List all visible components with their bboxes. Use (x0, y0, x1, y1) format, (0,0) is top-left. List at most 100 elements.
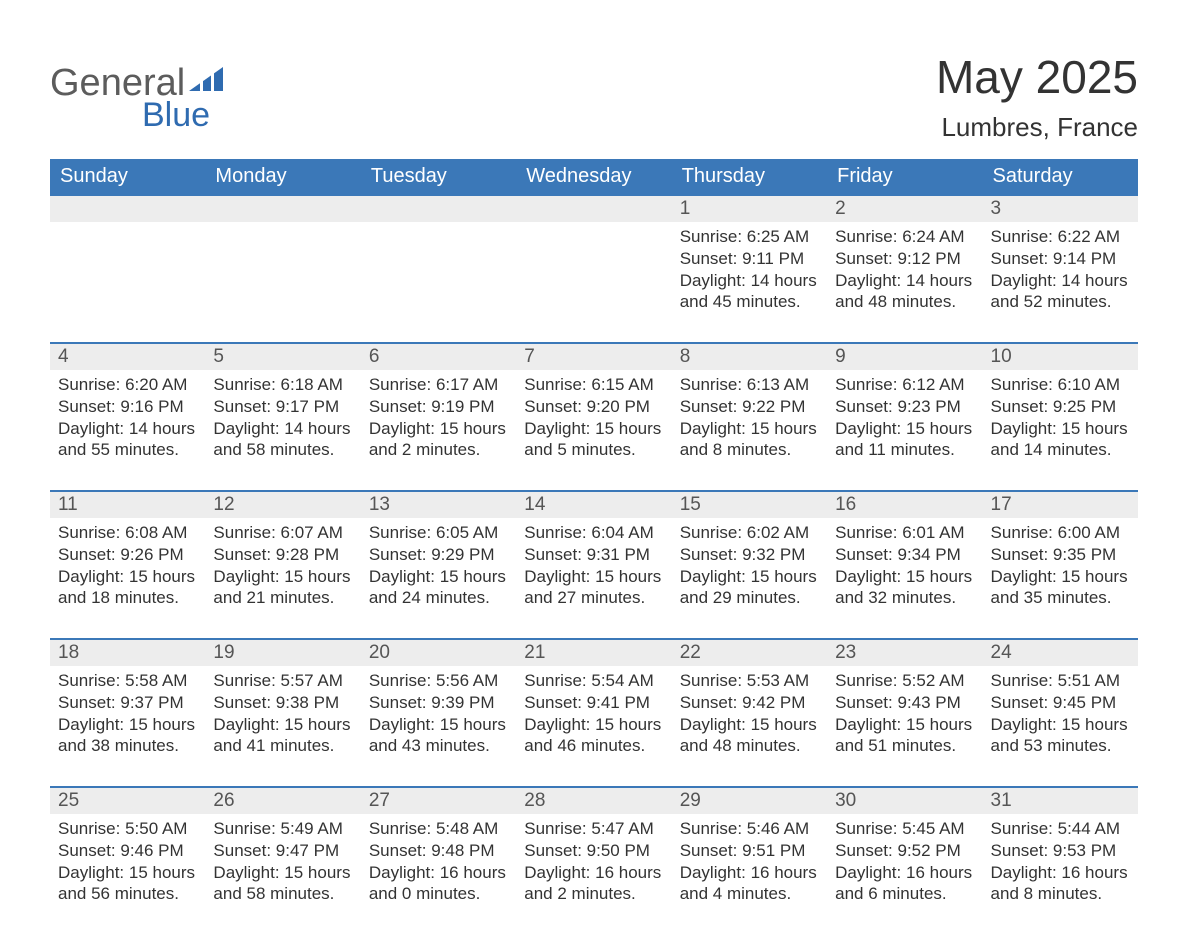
sunrise-value: 5:54 AM (591, 671, 653, 690)
calendar-cell: 16Sunrise: 6:01 AMSunset: 9:34 PMDayligh… (827, 490, 982, 638)
sunrise-value: 6:04 AM (591, 523, 653, 542)
sunset-label: Sunset: (835, 545, 897, 564)
sunset-line: Sunset: 9:20 PM (524, 396, 663, 418)
daylight-line: Daylight: 14 hours and 55 minutes. (58, 418, 197, 462)
sunrise-line: Sunrise: 6:24 AM (835, 226, 974, 248)
calendar-table: SundayMondayTuesdayWednesdayThursdayFrid… (50, 159, 1138, 934)
day-number: 24 (983, 638, 1138, 666)
daylight-line: Daylight: 14 hours and 52 minutes. (991, 270, 1130, 314)
day-body: Sunrise: 6:12 AMSunset: 9:23 PMDaylight:… (827, 370, 982, 467)
sunrise-label: Sunrise: (835, 227, 902, 246)
sunset-label: Sunset: (680, 693, 742, 712)
calendar-cell (516, 194, 671, 342)
daylight-line: Daylight: 15 hours and 18 minutes. (58, 566, 197, 610)
logo-word2: Blue (50, 98, 223, 132)
sunrise-value: 6:00 AM (1058, 523, 1120, 542)
day-number: 29 (672, 786, 827, 814)
sunset-value: 9:16 PM (120, 397, 183, 416)
daylight-line: Daylight: 15 hours and 35 minutes. (991, 566, 1130, 610)
sunset-line: Sunset: 9:41 PM (524, 692, 663, 714)
day-body: Sunrise: 6:22 AMSunset: 9:14 PMDaylight:… (983, 222, 1138, 319)
sunset-label: Sunset: (213, 545, 275, 564)
sunset-value: 9:45 PM (1053, 693, 1116, 712)
sunrise-line: Sunrise: 6:20 AM (58, 374, 197, 396)
calendar-cell: 25Sunrise: 5:50 AMSunset: 9:46 PMDayligh… (50, 786, 205, 934)
empty-day-bar (205, 194, 360, 222)
sunset-label: Sunset: (213, 841, 275, 860)
daylight-label: Daylight: (835, 863, 906, 882)
day-number: 1 (672, 194, 827, 222)
sunrise-line: Sunrise: 5:56 AM (369, 670, 508, 692)
sunrise-value: 5:52 AM (902, 671, 964, 690)
sunset-value: 9:38 PM (276, 693, 339, 712)
calendar-cell: 10Sunrise: 6:10 AMSunset: 9:25 PMDayligh… (983, 342, 1138, 490)
sunrise-label: Sunrise: (369, 523, 436, 542)
sunset-line: Sunset: 9:19 PM (369, 396, 508, 418)
sunrise-label: Sunrise: (369, 375, 436, 394)
sunrise-line: Sunrise: 5:47 AM (524, 818, 663, 840)
day-number: 3 (983, 194, 1138, 222)
sunrise-value: 5:46 AM (747, 819, 809, 838)
sunrise-label: Sunrise: (213, 819, 280, 838)
sunset-line: Sunset: 9:17 PM (213, 396, 352, 418)
sunrise-value: 5:56 AM (436, 671, 498, 690)
empty-day-bar (50, 194, 205, 222)
sunrise-line: Sunrise: 5:50 AM (58, 818, 197, 840)
day-number: 16 (827, 490, 982, 518)
sunset-line: Sunset: 9:35 PM (991, 544, 1130, 566)
sunset-value: 9:47 PM (276, 841, 339, 860)
sunset-label: Sunset: (58, 693, 120, 712)
sunrise-line: Sunrise: 6:02 AM (680, 522, 819, 544)
sunset-value: 9:37 PM (120, 693, 183, 712)
daylight-line: Daylight: 15 hours and 14 minutes. (991, 418, 1130, 462)
sunrise-value: 6:24 AM (902, 227, 964, 246)
sunrise-label: Sunrise: (680, 227, 747, 246)
sunset-value: 9:32 PM (742, 545, 805, 564)
daylight-label: Daylight: (835, 715, 906, 734)
day-body: Sunrise: 5:56 AMSunset: 9:39 PMDaylight:… (361, 666, 516, 763)
sunrise-line: Sunrise: 5:45 AM (835, 818, 974, 840)
calendar-cell: 14Sunrise: 6:04 AMSunset: 9:31 PMDayligh… (516, 490, 671, 638)
daylight-line: Daylight: 15 hours and 8 minutes. (680, 418, 819, 462)
daylight-line: Daylight: 15 hours and 48 minutes. (680, 714, 819, 758)
daylight-line: Daylight: 15 hours and 58 minutes. (213, 862, 352, 906)
sunset-line: Sunset: 9:43 PM (835, 692, 974, 714)
sunset-line: Sunset: 9:29 PM (369, 544, 508, 566)
daylight-label: Daylight: (680, 715, 751, 734)
day-body: Sunrise: 6:17 AMSunset: 9:19 PMDaylight:… (361, 370, 516, 467)
sunrise-value: 6:01 AM (902, 523, 964, 542)
sunrise-label: Sunrise: (524, 375, 591, 394)
calendar-cell (205, 194, 360, 342)
sunset-label: Sunset: (680, 841, 742, 860)
day-number: 11 (50, 490, 205, 518)
daylight-line: Daylight: 16 hours and 4 minutes. (680, 862, 819, 906)
calendar-cell (50, 194, 205, 342)
sunset-line: Sunset: 9:53 PM (991, 840, 1130, 862)
sunset-line: Sunset: 9:46 PM (58, 840, 197, 862)
day-body: Sunrise: 5:48 AMSunset: 9:48 PMDaylight:… (361, 814, 516, 911)
daylight-label: Daylight: (213, 715, 284, 734)
sunrise-line: Sunrise: 6:08 AM (58, 522, 197, 544)
sunset-label: Sunset: (58, 545, 120, 564)
sunset-value: 9:29 PM (431, 545, 494, 564)
calendar-cell: 1Sunrise: 6:25 AMSunset: 9:11 PMDaylight… (672, 194, 827, 342)
sunset-line: Sunset: 9:45 PM (991, 692, 1130, 714)
sunrise-value: 6:08 AM (125, 523, 187, 542)
day-body: Sunrise: 6:07 AMSunset: 9:28 PMDaylight:… (205, 518, 360, 615)
sunrise-line: Sunrise: 6:10 AM (991, 374, 1130, 396)
sunset-label: Sunset: (991, 693, 1053, 712)
daylight-label: Daylight: (524, 715, 595, 734)
day-number: 18 (50, 638, 205, 666)
daylight-label: Daylight: (58, 567, 129, 586)
calendar-cell: 18Sunrise: 5:58 AMSunset: 9:37 PMDayligh… (50, 638, 205, 786)
page-title: May 2025 (936, 50, 1138, 104)
sunrise-line: Sunrise: 6:25 AM (680, 226, 819, 248)
sunset-line: Sunset: 9:38 PM (213, 692, 352, 714)
sunset-line: Sunset: 9:52 PM (835, 840, 974, 862)
sunrise-label: Sunrise: (369, 819, 436, 838)
empty-day-bar (361, 194, 516, 222)
sunrise-line: Sunrise: 5:58 AM (58, 670, 197, 692)
daylight-line: Daylight: 16 hours and 6 minutes. (835, 862, 974, 906)
calendar-cell: 30Sunrise: 5:45 AMSunset: 9:52 PMDayligh… (827, 786, 982, 934)
daylight-line: Daylight: 15 hours and 11 minutes. (835, 418, 974, 462)
